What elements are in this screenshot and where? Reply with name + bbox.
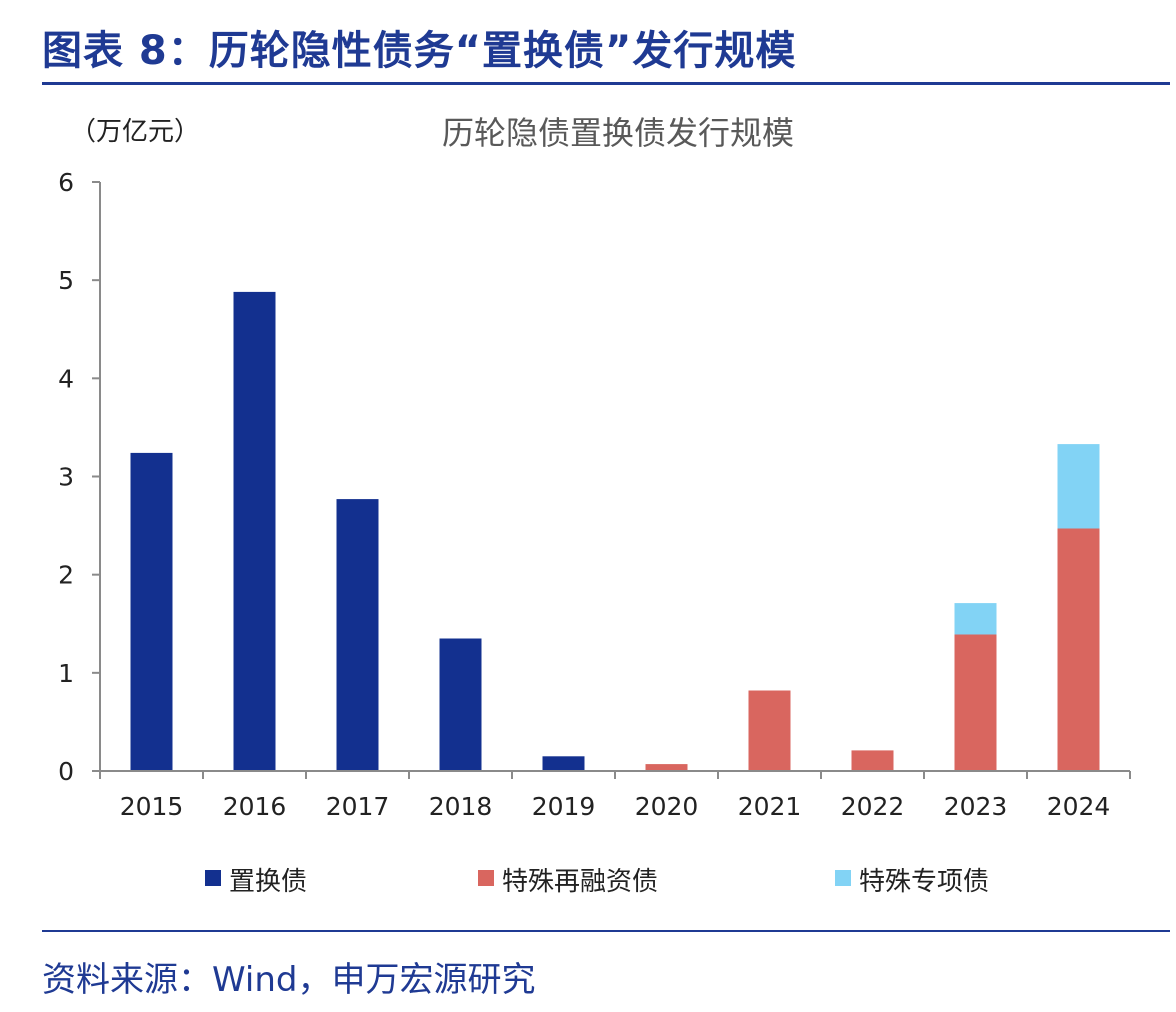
bottom-divider xyxy=(42,930,1170,932)
y-axis-unit-label: （万亿元） xyxy=(70,117,200,147)
top-divider xyxy=(42,82,1170,85)
y-tick-label: 1 xyxy=(58,659,74,688)
y-tick-label: 2 xyxy=(58,561,74,590)
bar-2023-series-2 xyxy=(954,634,997,771)
bar-2018-series-1 xyxy=(439,638,482,771)
bar-2016-series-1 xyxy=(233,291,276,771)
x-tick-label: 2019 xyxy=(532,792,596,821)
x-tick-label: 2023 xyxy=(944,792,1008,821)
y-tick-label: 6 xyxy=(58,168,74,197)
x-tick-label: 2017 xyxy=(326,792,390,821)
x-tick-label: 2018 xyxy=(429,792,493,821)
legend-swatch xyxy=(205,870,221,886)
bar-2024-series-2 xyxy=(1057,528,1100,771)
bar-2022-series-2 xyxy=(851,750,894,771)
x-tick-label: 2016 xyxy=(223,792,287,821)
chart-title: 历轮隐债置换债发行规模 xyxy=(442,114,794,152)
bar-2015-series-1 xyxy=(130,452,173,771)
x-tick-label: 2021 xyxy=(738,792,802,821)
legend-swatch xyxy=(478,870,494,886)
x-tick-label: 2015 xyxy=(120,792,184,821)
bar-2019-series-1 xyxy=(542,756,585,771)
bars-group xyxy=(130,291,1100,771)
bar-2023-series-3 xyxy=(954,603,997,635)
axes-group: 0 1 2 3 4 5 6 2015 2016 2017 2018 2019 2020 2021 2022 2… xyxy=(58,168,1131,821)
y-tick-label: 0 xyxy=(58,757,74,786)
x-tick-label: 2024 xyxy=(1047,792,1111,821)
x-tick-label: 2020 xyxy=(635,792,699,821)
legend: 置换债 特殊再融资债 特殊专项债 xyxy=(205,867,989,897)
bar-chart: 历轮隐债置换债发行规模 （万亿元） 0 1 2 3 4 5 6 2015 2016 2017 201… xyxy=(58,114,1131,897)
legend-swatch xyxy=(835,870,851,886)
bar-2017-series-1 xyxy=(336,499,379,771)
y-tick-label: 3 xyxy=(58,463,74,492)
legend-label: 置换债 xyxy=(229,867,307,897)
legend-label: 特殊专项债 xyxy=(859,867,989,897)
source-note: 资料来源：Wind，申万宏源研究 xyxy=(42,960,536,1000)
figure-title: 图表 8：历轮隐性债务“置换债”发行规模 xyxy=(42,28,797,74)
bar-2024-series-3 xyxy=(1057,444,1100,529)
y-tick-label: 5 xyxy=(58,266,74,295)
x-tick-label: 2022 xyxy=(841,792,905,821)
legend-label: 特殊再融资债 xyxy=(502,867,658,897)
y-tick-label: 4 xyxy=(58,364,74,393)
bar-2020-series-2 xyxy=(645,764,688,771)
bar-2021-series-2 xyxy=(748,690,791,771)
